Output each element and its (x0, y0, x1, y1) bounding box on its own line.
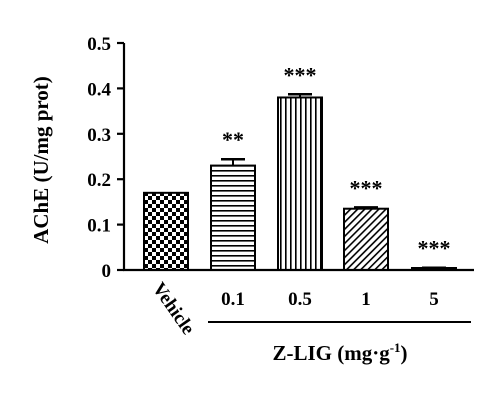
group-label-close: ) (401, 341, 408, 365)
y-tick-label: 0.1 (87, 216, 111, 237)
group-label-main: Z-LIG (mg·g (272, 341, 390, 365)
x-tick-label: 5 (429, 289, 439, 310)
x-tick-label: 1 (361, 289, 371, 310)
group-label: Z-LIG (mg·g-1) (272, 340, 407, 365)
y-tick-label: 0.5 (87, 34, 111, 55)
group-label-superscript: -1 (390, 340, 401, 355)
significance-marker: *** (350, 175, 383, 200)
bar (277, 96, 323, 272)
significance-marker: *** (284, 62, 317, 87)
bar (343, 207, 389, 272)
x-tick-label: Vehicle (148, 279, 199, 339)
y-axis-label: AChE (U/mg prot) (29, 76, 53, 244)
significance-marker: *** (418, 236, 451, 261)
y-tick-label: 0 (102, 261, 112, 282)
x-tick-label: 0.1 (221, 289, 245, 310)
y-tick-label: 0.2 (87, 170, 111, 191)
x-tick-label: 0.5 (288, 289, 312, 310)
bar (143, 191, 189, 272)
bar (210, 164, 256, 271)
significance-marker: ** (222, 127, 244, 152)
y-tick-label: 0.3 (87, 125, 111, 146)
y-tick-label: 0.4 (87, 79, 111, 100)
